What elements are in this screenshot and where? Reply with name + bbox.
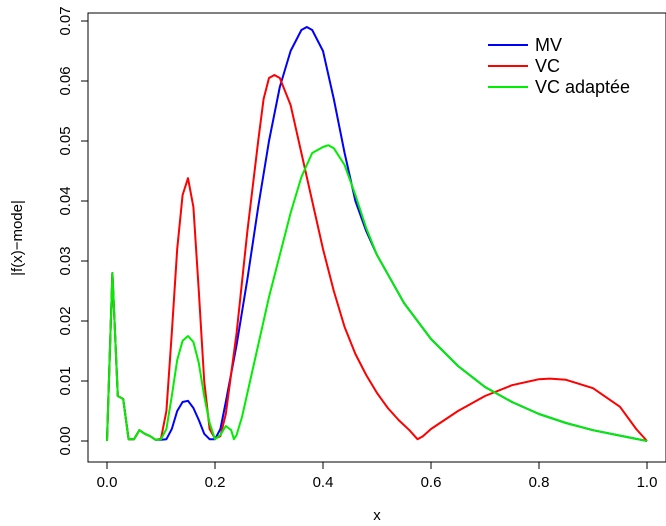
series-layer [106,26,648,442]
y-tick-label: 0.02 [57,306,74,335]
series-line-vc-adaptee [106,144,648,442]
x-axis-label: x [373,507,381,524]
y-tick-label: 0.05 [57,126,74,155]
y-tick-label: 0.04 [57,186,74,215]
x-tick-label: 1.0 [637,474,658,491]
y-tick-label: 0.01 [57,366,74,395]
y-axis-label: |f(x)−mode| [9,200,26,276]
legend: MV VC VC adaptée [488,35,630,97]
x-tick-label: 0.0 [97,474,118,491]
series-line-vc [106,74,648,442]
x-tick-label: 0.2 [205,474,226,491]
legend-label-vc: VC [535,56,560,76]
x-tick-label: 0.8 [529,474,550,491]
legend-label-mv: MV [535,35,562,55]
y-tick-label: 0.07 [57,6,74,35]
y-tick-label: 0.03 [57,246,74,275]
axes: 0.0 0.2 0.4 0.6 0.8 1.0 0.00 0.01 0.02 0.03 0.04 0.… [57,6,657,491]
x-tick-label: 0.6 [421,474,442,491]
y-tick-label: 0.06 [57,66,74,95]
y-tick-label: 0.00 [57,426,74,455]
x-tick-label: 0.4 [313,474,334,491]
legend-label-vc-adaptee: VC adaptée [535,77,630,97]
